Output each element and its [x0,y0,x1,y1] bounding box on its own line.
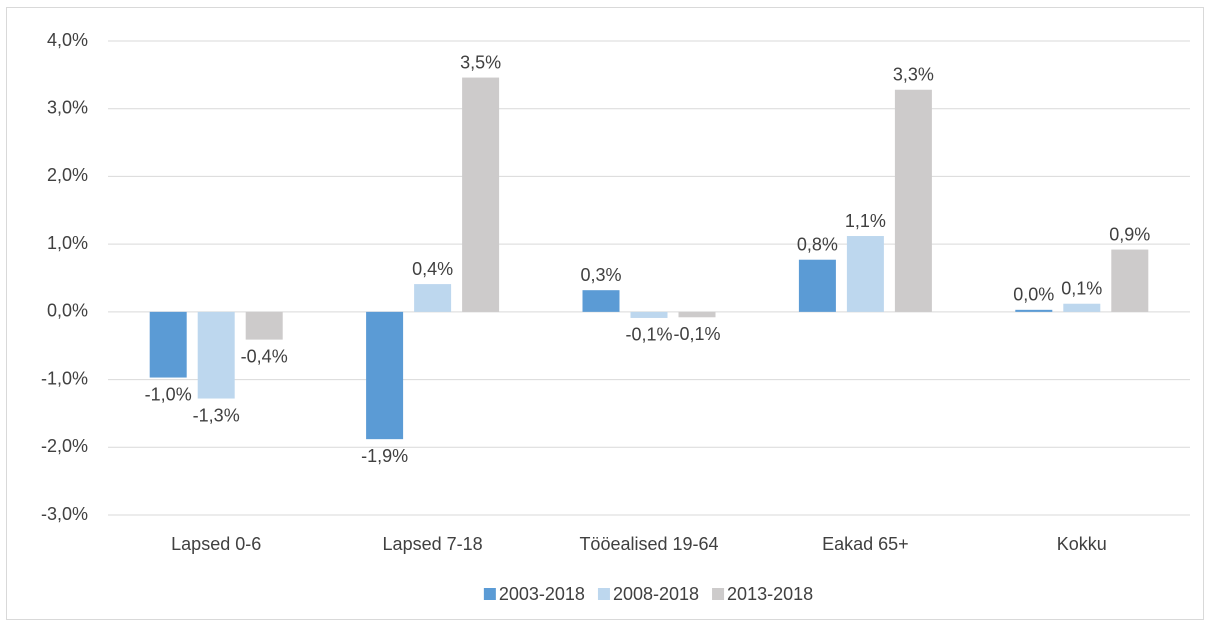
bar [582,290,620,312]
bar [414,284,452,312]
y-tick-label: -2,0% [41,436,88,456]
bar [1111,249,1149,312]
data-label: 0,0% [1013,285,1054,305]
x-tick-label: Eakad 65+ [822,534,909,554]
bar [678,311,716,318]
data-label: 3,5% [460,52,501,72]
data-label: 1,1% [845,211,886,231]
bar [197,311,235,399]
bar [366,311,404,440]
y-tick-label: 3,0% [47,97,88,117]
data-label: 0,9% [1109,224,1150,244]
y-tick-label: 1,0% [47,233,88,253]
x-tick-label: Tööealised 19-64 [579,534,718,554]
data-label: -1,3% [193,405,240,425]
y-tick-label: 4,0% [47,30,88,50]
y-tick-label: 2,0% [47,165,88,185]
bar [630,311,668,318]
data-label: 0,1% [1061,278,1102,298]
data-label: -1,9% [361,446,408,466]
bar [846,236,884,312]
data-label: -1,0% [145,384,192,404]
data-label: 0,8% [797,234,838,254]
bar [798,259,836,312]
bar [1063,303,1101,312]
legend-swatch [597,588,610,600]
legend-swatch [483,588,496,600]
data-label: 0,3% [580,265,621,285]
legend-label: 2003-2018 [499,584,585,604]
data-label: 0,4% [412,259,453,279]
x-tick-label: Lapsed 0-6 [171,534,261,554]
bar [245,311,283,340]
bar [1015,309,1053,312]
bar [462,77,500,312]
bar [894,89,932,312]
y-tick-label: -1,0% [41,368,88,388]
legend-swatch [712,588,725,600]
x-tick-label: Lapsed 7-18 [383,534,483,554]
y-tick-label: -3,0% [41,504,88,524]
x-tick-label: Kokku [1057,534,1107,554]
data-label: -0,1% [625,325,672,345]
bar [149,311,187,378]
data-label: -0,4% [241,346,288,366]
legend-label: 2013-2018 [727,584,813,604]
y-tick-label: 0,0% [47,301,88,321]
data-label: 3,3% [893,65,934,85]
data-label: -0,1% [673,324,720,344]
legend-label: 2008-2018 [613,584,699,604]
